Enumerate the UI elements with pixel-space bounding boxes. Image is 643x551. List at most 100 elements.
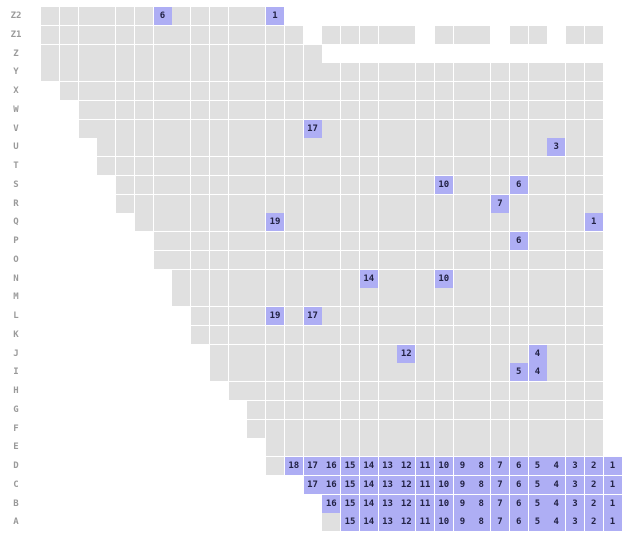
- seat-cell[interactable]: [59, 82, 78, 100]
- seat-cell[interactable]: [41, 44, 59, 63]
- seat-cell-selected[interactable]: 1: [603, 457, 622, 475]
- seat-cell[interactable]: [566, 138, 584, 157]
- seat-cell[interactable]: [584, 250, 603, 269]
- seat-cell[interactable]: [491, 325, 509, 344]
- seat-cell-selected[interactable]: 17: [303, 119, 322, 138]
- seat-cell[interactable]: [191, 250, 209, 269]
- seat-cell[interactable]: [397, 400, 416, 419]
- seat-cell[interactable]: [434, 232, 453, 250]
- seat-cell-selected[interactable]: 5: [528, 494, 547, 513]
- seat-cell[interactable]: [359, 419, 378, 438]
- seat-cell[interactable]: [191, 157, 209, 175]
- seat-cell[interactable]: [397, 100, 416, 119]
- seat-cell[interactable]: [584, 288, 603, 307]
- seat-cell[interactable]: [491, 363, 509, 382]
- seat-cell[interactable]: [547, 288, 566, 307]
- seat-cell[interactable]: [191, 232, 209, 250]
- seat-cell[interactable]: [172, 138, 191, 157]
- seat-cell[interactable]: [359, 325, 378, 344]
- seat-cell-selected[interactable]: 8: [472, 475, 491, 494]
- seat-cell-selected[interactable]: 2: [584, 475, 603, 494]
- seat-cell[interactable]: [134, 213, 153, 232]
- seat-cell-selected[interactable]: 6: [509, 494, 528, 513]
- seat-cell[interactable]: [284, 194, 303, 213]
- seat-cell[interactable]: [453, 175, 472, 194]
- seat-cell[interactable]: [566, 119, 584, 138]
- seat-cell[interactable]: [247, 363, 266, 382]
- seat-cell-selected[interactable]: 7: [491, 494, 509, 513]
- seat-cell[interactable]: [528, 63, 547, 82]
- seat-cell[interactable]: [566, 288, 584, 307]
- seat-cell-selected[interactable]: 4: [528, 344, 547, 363]
- seat-cell-selected[interactable]: 17: [303, 457, 322, 475]
- seat-cell-selected[interactable]: 5: [528, 475, 547, 494]
- seat-cell[interactable]: [153, 82, 172, 100]
- seat-cell[interactable]: [191, 307, 209, 325]
- seat-cell[interactable]: [284, 138, 303, 157]
- seat-cell[interactable]: [266, 100, 284, 119]
- seat-cell[interactable]: [397, 250, 416, 269]
- seat-cell[interactable]: [416, 419, 434, 438]
- seat-cell[interactable]: [378, 250, 397, 269]
- seat-cell[interactable]: [528, 232, 547, 250]
- seat-cell[interactable]: [416, 288, 434, 307]
- seat-cell-selected[interactable]: 10: [434, 269, 453, 288]
- seat-cell[interactable]: [209, 175, 228, 194]
- seat-cell[interactable]: [172, 82, 191, 100]
- seat-cell[interactable]: [247, 175, 266, 194]
- seat-cell[interactable]: [491, 232, 509, 250]
- seat-cell[interactable]: [228, 213, 247, 232]
- seat-cell[interactable]: [472, 119, 491, 138]
- seat-cell[interactable]: [172, 44, 191, 63]
- seat-cell[interactable]: [247, 157, 266, 175]
- seat-cell[interactable]: [378, 344, 397, 363]
- seat-cell[interactable]: [322, 288, 341, 307]
- seat-cell[interactable]: [416, 100, 434, 119]
- seat-cell-selected[interactable]: 7: [491, 475, 509, 494]
- seat-cell[interactable]: [453, 325, 472, 344]
- seat-cell[interactable]: [134, 194, 153, 213]
- seat-cell[interactable]: [209, 194, 228, 213]
- seat-cell[interactable]: [584, 63, 603, 82]
- seat-cell-selected[interactable]: 11: [416, 513, 434, 532]
- seat-cell[interactable]: [153, 157, 172, 175]
- seat-cell[interactable]: [284, 269, 303, 288]
- seat-cell-selected[interactable]: 6: [509, 175, 528, 194]
- seat-cell[interactable]: [266, 288, 284, 307]
- seat-cell[interactable]: [341, 119, 359, 138]
- seat-cell[interactable]: [247, 100, 266, 119]
- seat-cell[interactable]: [416, 82, 434, 100]
- seat-cell[interactable]: [153, 25, 172, 44]
- seat-cell[interactable]: [528, 157, 547, 175]
- seat-cell[interactable]: [228, 138, 247, 157]
- seat-cell[interactable]: [228, 307, 247, 325]
- seat-cell[interactable]: [116, 175, 134, 194]
- seat-cell[interactable]: [191, 269, 209, 288]
- seat-cell[interactable]: [266, 382, 284, 400]
- seat-cell[interactable]: [78, 100, 97, 119]
- seat-cell[interactable]: [284, 213, 303, 232]
- seat-cell[interactable]: [547, 400, 566, 419]
- seat-cell[interactable]: [209, 213, 228, 232]
- seat-cell[interactable]: [378, 175, 397, 194]
- seat-cell[interactable]: [322, 307, 341, 325]
- seat-cell-selected[interactable]: 1: [603, 475, 622, 494]
- seat-cell[interactable]: [266, 457, 284, 475]
- seat-cell-selected[interactable]: 12: [397, 457, 416, 475]
- seat-cell[interactable]: [59, 25, 78, 44]
- seat-cell[interactable]: [566, 175, 584, 194]
- seat-cell[interactable]: [547, 250, 566, 269]
- seat-cell[interactable]: [322, 232, 341, 250]
- seat-cell[interactable]: [359, 213, 378, 232]
- seat-cell[interactable]: [528, 325, 547, 344]
- seat-cell[interactable]: [359, 232, 378, 250]
- seat-cell[interactable]: [453, 100, 472, 119]
- seat-cell[interactable]: [378, 119, 397, 138]
- seat-cell-selected[interactable]: 16: [322, 475, 341, 494]
- seat-cell[interactable]: [359, 63, 378, 82]
- seat-cell[interactable]: [378, 25, 397, 44]
- seat-cell[interactable]: [453, 307, 472, 325]
- seat-cell-selected[interactable]: 14: [359, 513, 378, 532]
- seat-cell[interactable]: [528, 419, 547, 438]
- seat-cell[interactable]: [153, 213, 172, 232]
